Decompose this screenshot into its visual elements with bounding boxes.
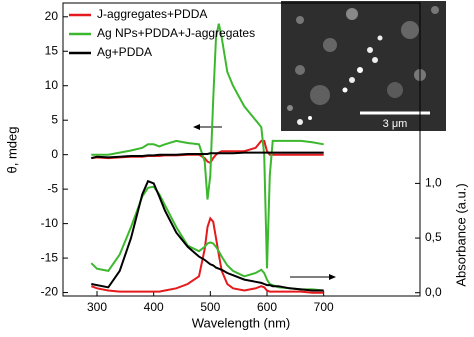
- legend-label: J-aggregates+PDDA: [97, 7, 207, 21]
- legend-label: Ag+PDDA: [97, 45, 152, 59]
- y-tick-label: -5: [47, 181, 58, 195]
- x-tick-label: 300: [87, 300, 107, 314]
- y2-axis-label: Absorbance (a.u.): [453, 183, 468, 286]
- y-tick-label: -20: [41, 285, 59, 299]
- y-tick-label: 0: [51, 147, 58, 161]
- x-tick-label: 600: [257, 300, 277, 314]
- y2-tick-label: 0,5: [425, 230, 442, 244]
- inset-image: 3 μm: [281, 1, 446, 131]
- y2-tick-label: 0,0: [425, 285, 442, 299]
- y-axis-label: θ, mdeg: [4, 127, 19, 174]
- scale-label: 3 μm: [383, 118, 408, 130]
- legend-label: Ag NPs+PDDA+J-aggregates: [97, 26, 255, 40]
- plot-frame: [62, 2, 421, 297]
- y-tick-label: -15: [41, 250, 59, 264]
- y-tick-label: 10: [45, 78, 59, 92]
- cd-line: [91, 23, 324, 269]
- annotation-arrows: [193, 124, 336, 280]
- cd-line: [91, 151, 324, 160]
- y-tick-label: 20: [45, 9, 59, 23]
- x-axis-label: Wavelength (nm): [192, 315, 291, 330]
- y-tick-label: 5: [51, 112, 58, 126]
- absorbance-line: [90, 216, 324, 294]
- absorbance-line: [91, 179, 324, 292]
- x-tick-label: 500: [200, 300, 220, 314]
- x-tick-label: 400: [144, 300, 164, 314]
- y-tick-label: 15: [45, 43, 59, 57]
- x-tick-label: 700: [314, 300, 334, 314]
- absorbance-line: [90, 185, 324, 292]
- y2-tick-label: 1,0: [425, 176, 442, 190]
- y-tick-label: -10: [41, 216, 59, 230]
